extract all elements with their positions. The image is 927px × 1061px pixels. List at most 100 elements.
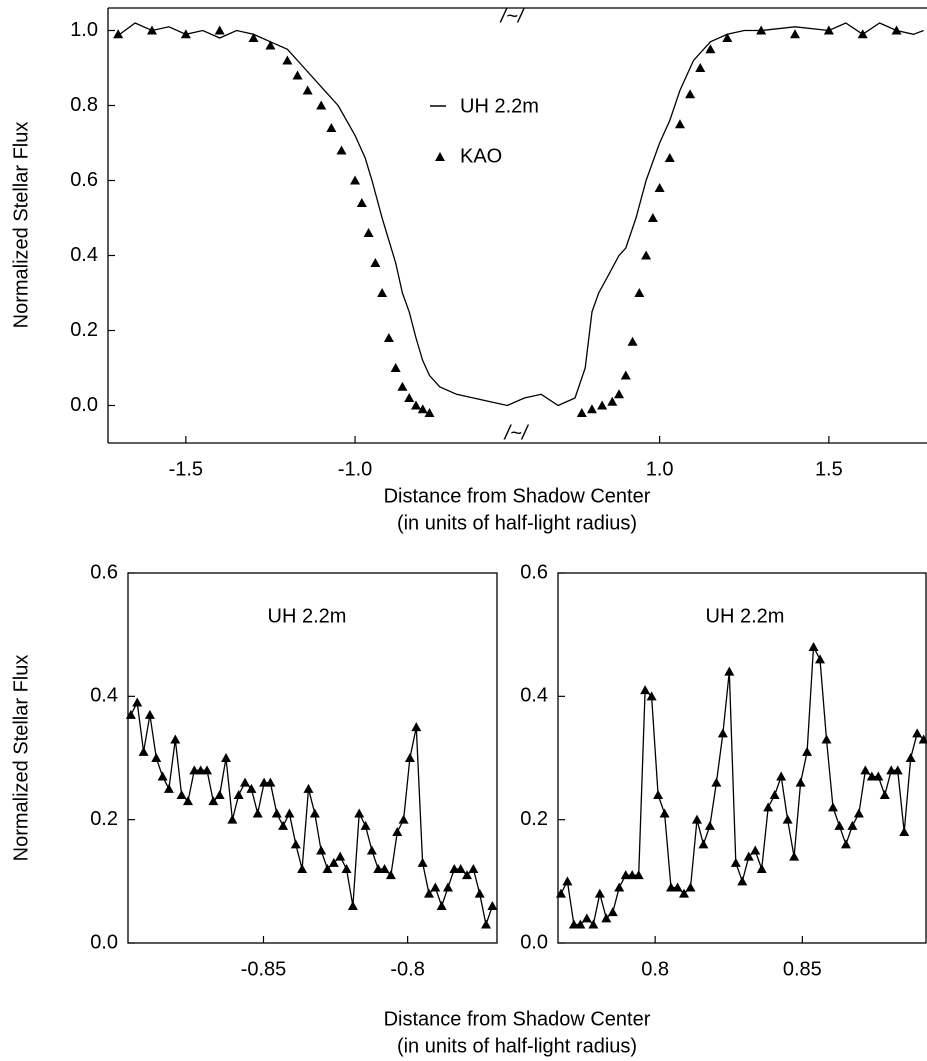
data-marker (424, 408, 435, 417)
y-tick-label: 0.6 (520, 561, 548, 583)
data-marker (195, 765, 206, 775)
data-marker (750, 845, 761, 855)
data-marker (789, 851, 800, 861)
data-marker (246, 783, 257, 793)
data-marker (309, 808, 320, 818)
y-tick-label: 0.4 (70, 244, 98, 266)
data-marker (481, 919, 492, 929)
data-marker (685, 882, 696, 892)
data-marker (724, 666, 735, 676)
data-marker (912, 728, 923, 738)
data-marker (808, 642, 819, 651)
data-marker (568, 919, 579, 929)
data-marker (417, 404, 428, 414)
y-tick-label: 1.0 (70, 19, 98, 41)
data-marker (316, 100, 327, 110)
data-marker (905, 753, 916, 762)
data-marker (641, 250, 652, 260)
data-marker (390, 363, 401, 372)
data-marker (594, 888, 605, 898)
data-marker (278, 820, 289, 830)
data-marker (430, 882, 441, 892)
data-marker (679, 888, 690, 898)
data-marker (265, 777, 276, 787)
data-marker (214, 790, 225, 799)
data-marker (487, 901, 498, 910)
data-marker (620, 870, 631, 880)
data-marker (664, 153, 675, 162)
data-marker (297, 864, 308, 873)
data-marker (795, 777, 806, 787)
data-marker (163, 783, 174, 793)
y-tick-label: 0.0 (520, 931, 548, 953)
data-marker (834, 820, 845, 830)
data-marker (125, 709, 136, 719)
data-marker (240, 777, 251, 787)
data-marker (705, 44, 716, 54)
data-marker (138, 746, 149, 756)
data-marker (601, 913, 612, 923)
data-marker (607, 907, 618, 917)
data-marker (397, 381, 408, 391)
x-axis-label: Distance from Shadow Center (384, 1008, 651, 1030)
data-marker (737, 876, 748, 886)
data-marker (695, 63, 706, 72)
y-tick-label: 0.4 (90, 685, 118, 707)
data-marker (259, 777, 270, 787)
data-marker (666, 882, 677, 892)
data-marker (730, 857, 741, 867)
axis-break-mark: /~/ (503, 422, 530, 444)
data-marker (363, 228, 374, 237)
data-marker (802, 746, 813, 756)
data-marker (866, 771, 877, 781)
data-marker (722, 33, 733, 42)
data-marker (404, 393, 415, 402)
data-marker (214, 25, 225, 35)
data-marker (674, 119, 685, 129)
y-axis-label: Normalized Stellar Flux (10, 655, 32, 862)
data-marker (373, 864, 384, 873)
data-marker (873, 771, 884, 781)
data-marker (763, 802, 774, 812)
x-tick-label: 0.85 (783, 958, 822, 980)
data-marker (853, 808, 864, 818)
x-tick-label: -0.8 (390, 958, 424, 980)
data-marker (328, 857, 339, 867)
data-marker (614, 882, 625, 892)
x-tick-label: 1.0 (646, 458, 674, 480)
data-marker (366, 845, 377, 855)
data-marker (180, 29, 191, 39)
data-marker (411, 722, 422, 732)
axis-break-mark: /~/ (499, 5, 526, 27)
data-marker (335, 851, 346, 861)
data-marker (322, 864, 333, 873)
x-axis-label: (in units of half-light radius) (397, 512, 637, 534)
data-marker (581, 913, 592, 923)
data-marker (823, 25, 834, 35)
data-marker (350, 175, 361, 185)
data-marker (347, 901, 358, 910)
data-marker (377, 288, 388, 297)
y-tick-label: 0.6 (70, 169, 98, 191)
data-marker (252, 808, 263, 818)
x-tick-label: 1.5 (815, 458, 843, 480)
data-marker (743, 851, 754, 861)
data-marker (392, 827, 403, 836)
data-marker (633, 870, 644, 880)
data-marker (586, 404, 597, 414)
data-marker (151, 753, 162, 762)
data-marker (711, 777, 722, 787)
y-tick-label: 0.2 (520, 808, 548, 830)
x-tick-label: 0.8 (641, 958, 669, 980)
x-axis-label: Distance from Shadow Center (384, 485, 651, 507)
data-marker (383, 333, 394, 342)
data-marker (316, 845, 327, 855)
data-marker (627, 870, 638, 880)
data-line (114, 22, 924, 407)
y-tick-label: 0.0 (70, 394, 98, 416)
data-marker (208, 796, 219, 806)
data-marker (474, 888, 485, 898)
data-marker (182, 796, 193, 806)
data-marker (404, 753, 415, 762)
y-tick-label: 0.2 (90, 808, 118, 830)
